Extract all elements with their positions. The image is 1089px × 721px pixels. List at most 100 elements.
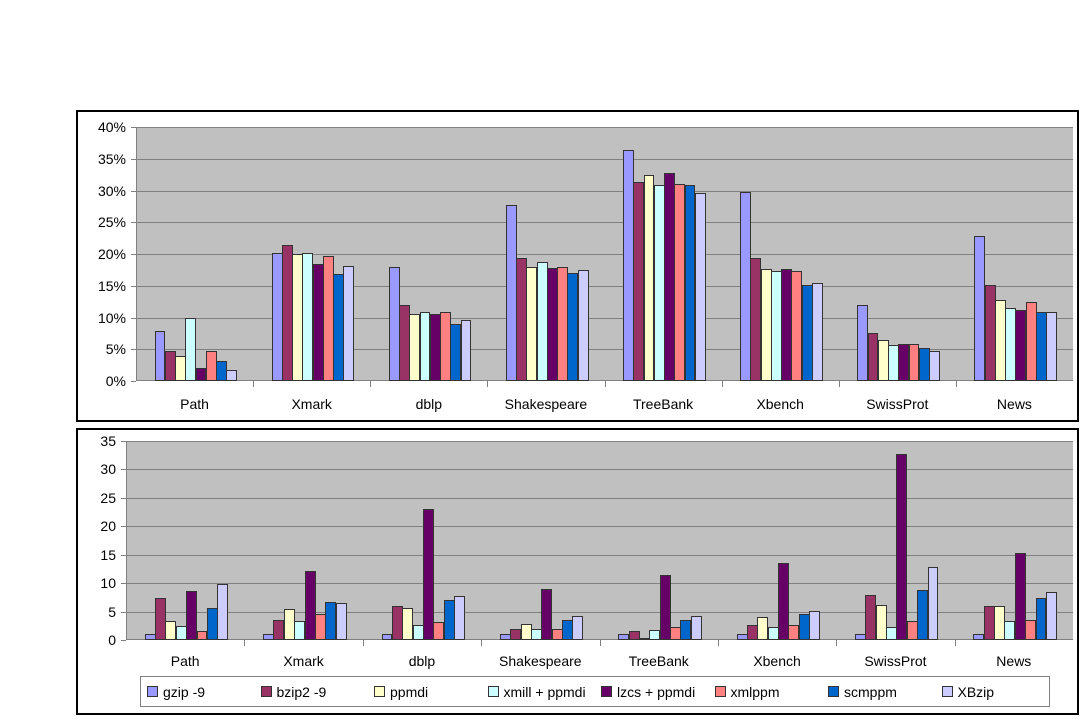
bar bbox=[653, 184, 665, 381]
legend-item: lzcs + ppmdi bbox=[595, 684, 709, 700]
bar bbox=[409, 313, 421, 381]
bar bbox=[855, 634, 866, 640]
category-divider bbox=[244, 640, 246, 646]
x-axis-category-label: dblp bbox=[408, 653, 436, 669]
y-axis-tick-mark bbox=[121, 611, 126, 613]
y-axis-tick-label: 25 bbox=[100, 489, 116, 506]
bar bbox=[333, 274, 345, 381]
bar bbox=[516, 258, 528, 381]
y-axis-tick-label: 10 bbox=[100, 575, 116, 592]
gridline bbox=[127, 441, 1073, 442]
category-divider bbox=[253, 381, 255, 387]
bar bbox=[562, 619, 573, 640]
bar bbox=[510, 629, 522, 640]
bar bbox=[757, 617, 769, 640]
category-divider bbox=[370, 381, 372, 387]
x-axis-category-label: TreeBank bbox=[632, 396, 694, 412]
bar bbox=[659, 574, 671, 640]
legend-item-label: xmill + ppmdi bbox=[503, 683, 586, 700]
gridline bbox=[137, 222, 1073, 224]
bar bbox=[154, 331, 166, 381]
gridline bbox=[127, 497, 1073, 499]
bar bbox=[419, 311, 431, 381]
bar bbox=[381, 634, 393, 640]
bar bbox=[567, 273, 579, 381]
x-axis-category-label: Shakespeare bbox=[499, 653, 582, 669]
legend-swatch-icon bbox=[487, 686, 499, 697]
bar bbox=[994, 299, 1006, 381]
bar bbox=[1025, 301, 1037, 381]
category-divider bbox=[836, 640, 838, 646]
y-axis-tick-label: 10% bbox=[97, 309, 126, 326]
category-divider bbox=[955, 381, 957, 387]
bar bbox=[205, 350, 217, 381]
bar bbox=[175, 625, 187, 640]
legend-item: XBzip bbox=[936, 684, 1050, 700]
bar bbox=[175, 356, 186, 381]
bar bbox=[680, 619, 692, 640]
legend-swatch-icon bbox=[260, 686, 272, 697]
bar bbox=[325, 601, 337, 640]
legend-swatch-icon bbox=[147, 686, 158, 697]
bar bbox=[499, 633, 511, 640]
bar bbox=[1035, 312, 1047, 381]
y-axis-tick-mark bbox=[131, 285, 136, 287]
x-axis-category-label: TreeBank bbox=[628, 653, 689, 669]
bar bbox=[633, 182, 645, 381]
x-axis-category-label: SwissProt bbox=[864, 653, 927, 669]
y-axis-tick-mark bbox=[131, 317, 136, 319]
bar bbox=[896, 453, 908, 640]
bar bbox=[888, 344, 899, 381]
y-axis-tick-label: 5% bbox=[105, 341, 126, 358]
compression-ratio-chart: 0% 5% 10% 15% 20% 25% 30% 35% 40% Path Xmark dblp S… bbox=[76, 110, 1079, 422]
y-axis-tick-mark bbox=[131, 127, 136, 128]
y-axis-tick-label: 15% bbox=[97, 277, 126, 294]
y-axis-tick-mark bbox=[121, 441, 126, 442]
x-axis-category-label: Path bbox=[170, 653, 200, 669]
y-axis-tick-mark bbox=[131, 381, 136, 382]
x-axis-category-label: Xbench bbox=[756, 396, 804, 412]
bar bbox=[335, 603, 347, 640]
bar bbox=[628, 631, 640, 640]
bar bbox=[460, 320, 472, 381]
gridline bbox=[137, 127, 1073, 128]
x-axis-category-label: News bbox=[996, 396, 1032, 412]
legend-item-label: lzcs + ppmdi bbox=[617, 683, 696, 700]
bar bbox=[217, 584, 229, 640]
y-axis-tick-label: 20 bbox=[100, 518, 116, 535]
bar bbox=[226, 369, 238, 381]
bar bbox=[443, 600, 455, 640]
bar bbox=[577, 269, 589, 381]
bar bbox=[865, 595, 877, 640]
bar bbox=[857, 304, 869, 381]
legend-swatch-icon bbox=[374, 686, 385, 697]
compression-time-chart: 0 5 10 15 20 25 30 35 Path Xmark dblp Shakespeare T… bbox=[76, 428, 1079, 715]
y-axis-tick-mark bbox=[131, 158, 136, 160]
bar bbox=[694, 193, 706, 381]
legend-item: gzip -9 bbox=[141, 684, 255, 700]
legend-swatch-icon bbox=[714, 686, 726, 697]
plot-inner-bottom bbox=[127, 441, 1073, 641]
x-axis-category-label: dblp bbox=[415, 396, 443, 412]
x-axis-category-label: Shakespeare bbox=[504, 396, 588, 412]
bar bbox=[422, 509, 434, 640]
gridline bbox=[127, 583, 1073, 585]
bar bbox=[195, 368, 207, 381]
bar bbox=[536, 262, 548, 381]
bar bbox=[791, 270, 803, 381]
bar bbox=[740, 192, 752, 381]
bar bbox=[875, 604, 887, 640]
bar bbox=[302, 252, 314, 381]
bar bbox=[811, 283, 823, 381]
gridline bbox=[137, 285, 1073, 287]
bar bbox=[273, 620, 285, 640]
bar bbox=[760, 269, 772, 381]
y-axis-tick-label: 25% bbox=[97, 214, 126, 231]
legend-item: xmill + ppmdi bbox=[482, 684, 596, 700]
bar bbox=[520, 623, 532, 640]
bar bbox=[649, 630, 661, 640]
bar bbox=[886, 626, 898, 640]
y-axis-tick-mark bbox=[121, 497, 126, 499]
bar bbox=[1015, 309, 1027, 381]
